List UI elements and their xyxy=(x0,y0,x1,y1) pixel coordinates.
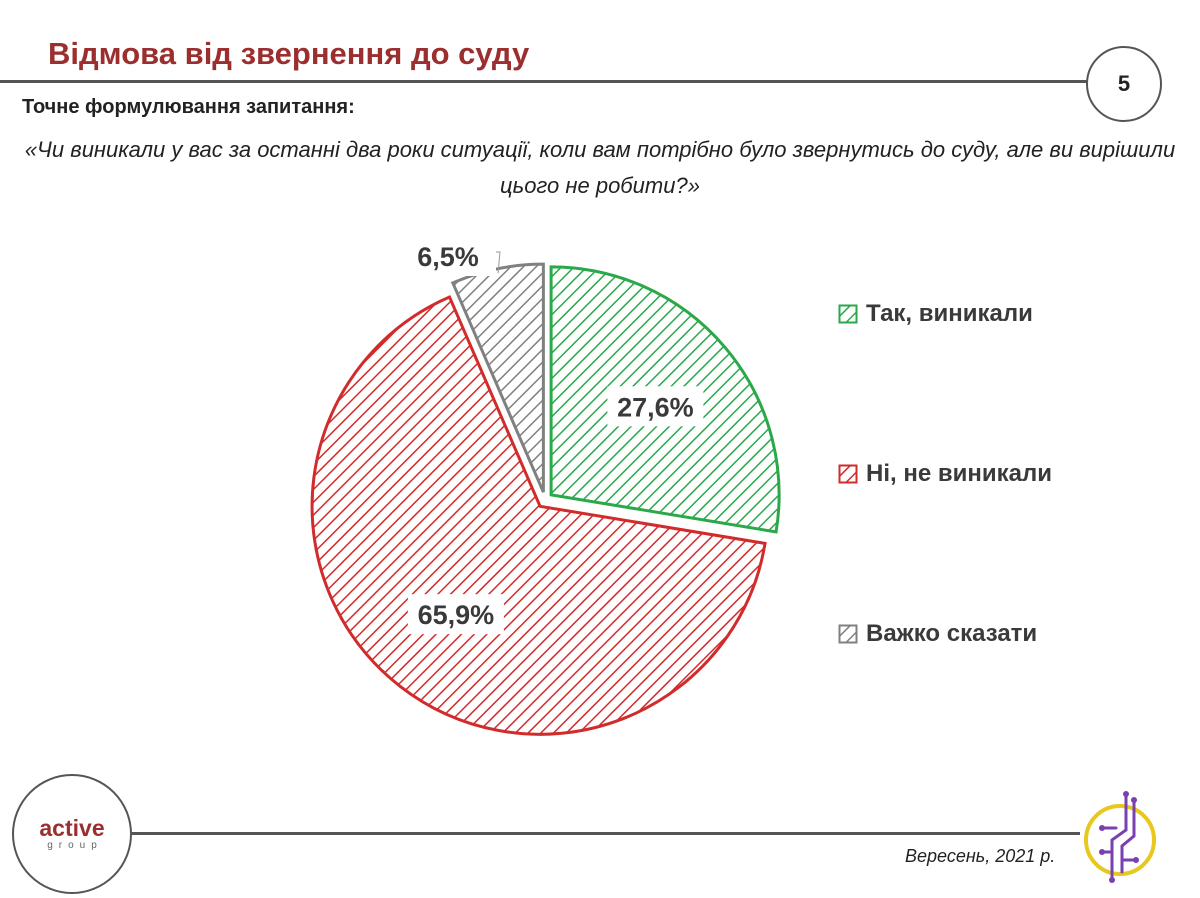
legend-item-hard-to-say: Важко сказати xyxy=(838,620,1037,648)
survey-date: Вересень, 2021 р. xyxy=(905,846,1056,866)
slice-no-label-bg xyxy=(407,594,504,635)
legend-swatch-hard-to-say xyxy=(838,624,858,644)
legend-label-no: Ні, не виникали xyxy=(866,460,1052,487)
footer-rule xyxy=(120,832,1080,835)
slice-no-label: 65,9% xyxy=(418,600,495,630)
slice-hard-to-say-label: 6,5% xyxy=(417,242,479,272)
legend-item-yes: Так, виникали xyxy=(838,300,1033,328)
question-text: «Чи виникали у вас за останні два роки с… xyxy=(24,137,1176,198)
legend-label-yes: Так, виникали xyxy=(866,300,1033,327)
logo-main-text: active xyxy=(39,815,105,841)
page-title: Відмова від звернення до суду xyxy=(48,36,530,71)
circuit-emblem-icon xyxy=(1084,791,1156,883)
logo-sub-text: group xyxy=(47,840,103,851)
header-rule xyxy=(0,80,1092,83)
page-number-badge: 5 xyxy=(1086,46,1162,122)
legend-item-no: Ні, не виникали xyxy=(838,460,1052,488)
page-number: 5 xyxy=(1117,71,1131,96)
slice-hard-to-say-label-bg xyxy=(400,236,496,276)
question-label: Точне формулювання запитання: xyxy=(22,96,355,118)
active-group-logo: active group xyxy=(12,774,132,894)
slice-yes-label-bg xyxy=(607,386,704,427)
slice-hard-to-say xyxy=(450,262,545,493)
legend-swatch-no xyxy=(838,464,858,484)
slice-yes-label: 27,6% xyxy=(617,392,694,422)
legend-swatch-yes xyxy=(838,304,858,324)
legend-label-hard-to-say: Важко сказати xyxy=(866,620,1038,647)
